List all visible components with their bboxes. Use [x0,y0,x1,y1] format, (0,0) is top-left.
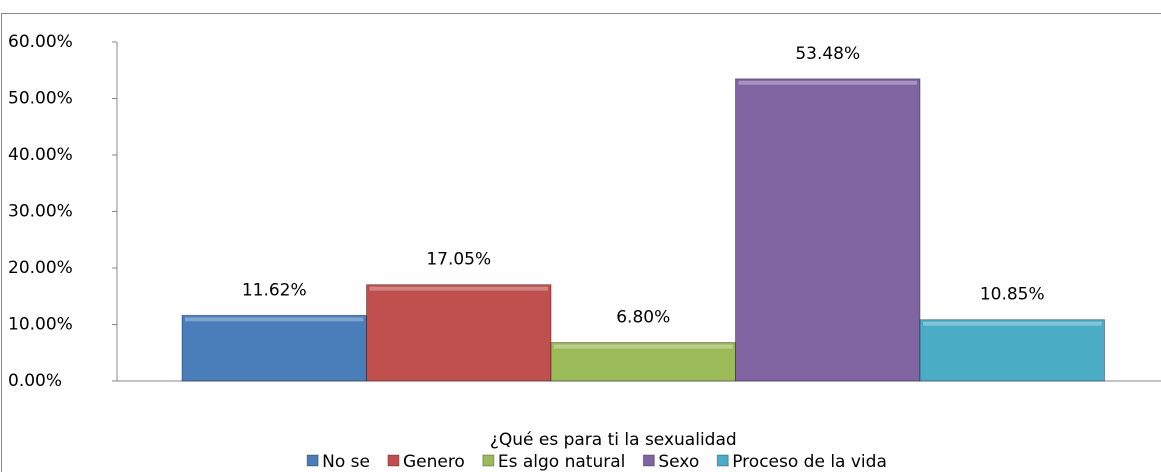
y-tick-label: 40.00% [8,145,73,165]
data-label: 53.48% [795,44,860,64]
y-tick-label: 50.00% [8,89,73,109]
y-tick-label: 0.00% [8,371,62,391]
legend-swatch [306,454,319,467]
bar [919,319,1105,382]
y-tick-label: 20.00% [8,258,73,278]
bar [366,284,552,382]
legend-swatch [387,454,400,467]
bar-highlight [738,80,917,85]
data-label: 11.62% [242,280,307,300]
legend-swatch [642,454,655,467]
bar-highlight [369,286,548,291]
legend-label: Genero [403,452,465,472]
legend-swatch [716,454,729,467]
bar [181,314,367,382]
bar-highlight [554,344,733,349]
bar-highlight [923,321,1102,326]
bar-highlight [185,317,364,322]
y-tick-label: 60.00% [8,32,73,52]
chart-frame [1,13,1161,472]
legend-label: Proceso de la vida [732,452,887,472]
data-label: 17.05% [426,250,491,270]
legend-label: Es algo natural [498,452,626,472]
legend-swatch [482,454,495,467]
x-category-label: ¿Qué es para ti la sexualidad [490,430,737,450]
data-label: 10.85% [980,285,1045,305]
bar [735,78,921,382]
legend-label: No se [322,452,370,472]
legend-label: Sexo [658,452,699,472]
y-tick-label: 30.00% [8,202,73,222]
data-label: 6.80% [616,308,670,328]
y-tick-label: 10.00% [8,315,73,335]
